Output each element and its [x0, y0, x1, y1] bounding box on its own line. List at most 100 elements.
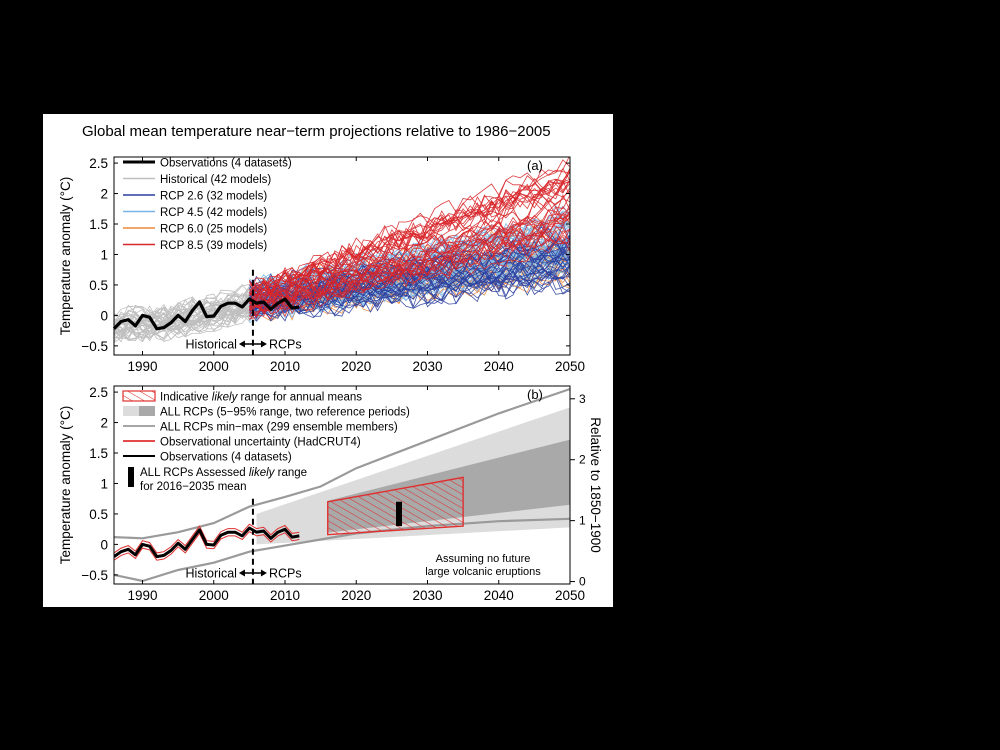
rcp26-model-line — [249, 263, 570, 320]
panel-b-y-tick-label: 2.5 — [89, 385, 108, 400]
legend-a-label: Historical (42 models) — [160, 174, 271, 186]
historical-model-line — [114, 284, 250, 326]
panel-a-divider-left-label: Historical — [186, 338, 237, 352]
panel-b-x-tick-label: 2010 — [270, 588, 300, 603]
rcp26-model-line — [249, 279, 570, 322]
panel-a-y-tick-label: 1.5 — [89, 217, 108, 232]
panel-a-legend: Observations (4 datasets) Historical (42 … — [123, 158, 292, 252]
panel-a-y-tick-label: −0.5 — [81, 339, 108, 354]
panel-b-y-tick-label: −0.5 — [81, 568, 108, 583]
rcp85-model-line — [249, 190, 570, 297]
panel-a-divider-arrowhead-right — [260, 340, 267, 348]
panel-b-right-tick-label: 1 — [579, 514, 586, 528]
rcp26-model-line — [249, 276, 570, 322]
obs-uncertainty-upper — [114, 523, 300, 554]
panel-a-y-tick-label: 1 — [100, 247, 108, 262]
historical-model-line — [114, 292, 250, 325]
panel-a-x-tick-label: 2040 — [484, 359, 514, 374]
panel-b-y-tick-label: 1 — [100, 476, 108, 491]
panel-a-y-tick-label: 2 — [100, 187, 108, 202]
rcp85-model-line — [249, 236, 570, 320]
panel-a-x-tick-label: 2050 — [555, 359, 585, 374]
panel-a-label: (a) — [527, 158, 543, 173]
panel-b-right-tick-label: 3 — [579, 392, 586, 406]
historical-model-line — [114, 286, 250, 326]
legend-b-label: Indicative likely range for annual means — [160, 392, 362, 404]
legend-b-label-emphasis: likely — [212, 392, 239, 404]
assessed-range-label-part: ALL RCPs Assessed — [140, 467, 249, 479]
rcp85-model-line — [249, 194, 570, 309]
rcp26-model-line — [249, 267, 570, 319]
observations-line-b — [114, 526, 300, 559]
panel-a-x-tick-label: 2030 — [412, 359, 442, 374]
panel-b-divider-arrowhead-right — [260, 569, 267, 577]
legend-b-light-swatch — [123, 406, 139, 416]
panel-b: Historical RCPs 1990 2000 2010 2020 2030 2040 2… — [58, 385, 603, 603]
rcp85-model-line — [249, 178, 570, 296]
rcp85-model-line — [249, 225, 570, 315]
assessed-range-label-emphasis: likely — [249, 467, 276, 479]
legend-a-label: RCP 2.6 (32 models) — [160, 191, 267, 203]
likely-range-hatched-area — [327, 476, 464, 536]
panel-a-x-tick-label: 2020 — [341, 359, 371, 374]
volcano-annotation-line2: large volcanic eruptions — [425, 566, 541, 578]
panel-a: Historical RCPs 1990 2000 2010 2020 2030 2040 2… — [58, 156, 585, 374]
rcp85-model-line — [249, 208, 570, 312]
panel-b-right-tick-label: 0 — [579, 575, 586, 589]
panel-b-x-tick-label: 2050 — [555, 588, 585, 603]
historical-model-line — [114, 301, 250, 339]
legend-b-label: ALL RCPs (5−95% range, two reference per… — [160, 407, 410, 419]
rcp85-model-line — [249, 214, 570, 304]
panel-a-y-axis-label: Temperature anomaly (°C) — [58, 177, 73, 335]
panel-b-y-tick-label: 1.5 — [89, 446, 108, 461]
legend-a-label: RCP 8.5 (39 models) — [160, 240, 267, 252]
rcp85-model-line — [249, 218, 570, 311]
historical-model-line — [114, 309, 250, 343]
assessed-range-label-line2: for 2016−2035 mean — [140, 481, 246, 493]
panel-b-x-tick-label: 2020 — [341, 588, 371, 603]
legend-a-label: RCP 6.0 (25 models) — [160, 224, 267, 236]
panel-b-divider-arrowhead-left — [238, 569, 245, 577]
chart-figure: Global mean temperature near−term projec… — [58, 123, 603, 603]
panel-b-divider-right-label: RCPs — [269, 567, 302, 581]
historical-model-line — [114, 284, 250, 321]
rcp85-model-line — [249, 226, 570, 318]
rcp85-model-line — [249, 169, 570, 297]
historical-model-line — [114, 297, 250, 331]
panel-a-x-tick-label: 2010 — [270, 359, 300, 374]
rcp85-model-line — [249, 172, 570, 296]
panel-a-frame — [113, 156, 571, 356]
legend-b-dark-swatch — [139, 406, 155, 416]
volcano-annotation-line1: Assuming no future — [436, 553, 531, 565]
legend-b-label-part: Indicative — [160, 392, 212, 404]
obs-uncertainty-lower — [114, 530, 300, 561]
panel-b-right-axis-label: Relative to 1850−1900 — [588, 417, 603, 552]
panel-b-x-tick-label: 1990 — [127, 588, 157, 603]
legend-b-bar-swatch — [128, 467, 134, 487]
assessed-range-label-part: range — [274, 467, 307, 479]
panel-b-label: (b) — [527, 387, 543, 402]
panel-b-x-tick-label: 2040 — [484, 588, 514, 603]
legend-b-hatch-swatch — [122, 390, 156, 402]
rcp85-model-line — [249, 159, 570, 292]
panel-b-divider-left-label: Historical — [186, 567, 237, 581]
panel-a-divider-right-label: RCPs — [269, 338, 302, 352]
panel-b-y-tick-label: 0.5 — [89, 507, 108, 522]
legend-b-label: Observations (4 datasets) — [160, 452, 292, 464]
panel-a-x-tick-label: 2000 — [199, 359, 229, 374]
rcp26-model-line — [249, 260, 570, 308]
panel-b-y-tick-label: 0 — [100, 537, 108, 552]
historical-model-line — [114, 295, 250, 336]
legend-b-label: Observational uncertainty (HadCRUT4) — [160, 437, 361, 449]
panel-a-divider-arrowhead-left — [238, 340, 245, 348]
assessed-likely-range-bar — [396, 501, 402, 527]
chart-title: Global mean temperature near−term projec… — [82, 123, 551, 140]
panel-a-x-tick-label: 1990 — [127, 359, 157, 374]
rcp85-model-line — [249, 198, 570, 304]
panel-b-right-tick-label: 2 — [579, 453, 586, 467]
figure: Global mean temperature near−term projec… — [43, 114, 613, 607]
legend-a-label: RCP 4.5 (42 models) — [160, 207, 267, 219]
observations-line-a — [112, 297, 300, 331]
historical-model-line — [114, 308, 250, 339]
assessed-range-label: ALL RCPs Assessed likely range — [140, 467, 307, 479]
